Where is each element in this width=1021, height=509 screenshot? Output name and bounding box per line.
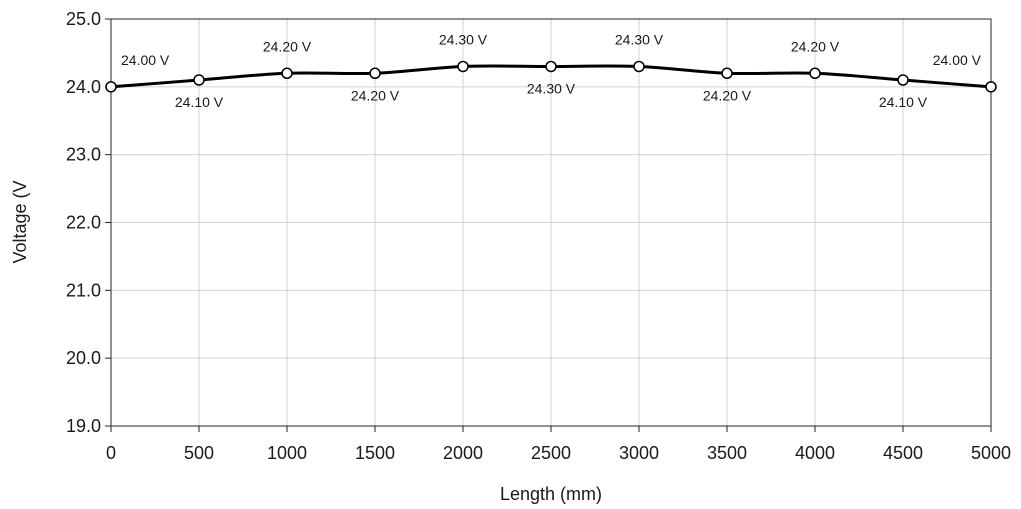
y-tick-label: 20.0 bbox=[66, 348, 101, 368]
data-point-marker bbox=[545, 60, 557, 73]
data-point-marker bbox=[633, 60, 645, 73]
x-tick-label: 5000 bbox=[971, 443, 1011, 463]
data-label: 24.20 V bbox=[263, 38, 312, 54]
data-point-marker bbox=[457, 60, 469, 73]
data-point-marker bbox=[281, 67, 293, 80]
data-point-marker bbox=[809, 67, 821, 80]
x-tick-label: 2500 bbox=[531, 443, 571, 463]
x-tick-label: 3500 bbox=[707, 443, 747, 463]
x-tick-label: 1500 bbox=[355, 443, 395, 463]
data-point-marker bbox=[721, 67, 733, 80]
x-tick-label: 3000 bbox=[619, 443, 659, 463]
data-point-marker bbox=[193, 74, 205, 86]
x-axis-title: Length (mm) bbox=[500, 484, 602, 504]
x-tick-label: 2000 bbox=[443, 443, 483, 463]
y-tick-label: 22.0 bbox=[66, 213, 101, 233]
x-tick-label: 1000 bbox=[267, 443, 307, 463]
data-label: 24.20 V bbox=[351, 87, 400, 103]
data-label: 24.00 V bbox=[121, 52, 170, 68]
x-axis-tick-labels: 0 500 1000 1500 2000 2500 3000 3500 4000 4500 5000 bbox=[106, 426, 1011, 463]
data-labels: 24.00 V 24.10 V 24.20 V 24.20 V 24.30 V 24.30… bbox=[121, 31, 982, 110]
data-point-marker bbox=[897, 74, 909, 86]
y-tick-label: 23.0 bbox=[66, 145, 101, 165]
data-point-marker bbox=[985, 81, 997, 93]
data-label: 24.10 V bbox=[175, 94, 224, 110]
y-tick-label: 19.0 bbox=[66, 416, 101, 436]
y-axis-tick-labels: 19.0 20.0 21.0 22.0 23.0 24.0 25.0 bbox=[66, 9, 111, 436]
y-tick-label: 25.0 bbox=[66, 9, 101, 29]
data-label: 24.10 V bbox=[879, 94, 928, 110]
y-axis-title: Voltage (V bbox=[10, 180, 30, 263]
x-tick-label: 4500 bbox=[883, 443, 923, 463]
x-tick-label: 0 bbox=[106, 443, 116, 463]
data-point-markers bbox=[105, 60, 997, 93]
y-tick-label: 24.0 bbox=[66, 77, 101, 97]
data-label: 24.30 V bbox=[439, 31, 488, 47]
x-tick-label: 500 bbox=[184, 443, 214, 463]
y-tick-label: 21.0 bbox=[66, 280, 101, 300]
data-point-marker bbox=[105, 81, 117, 93]
data-label: 24.20 V bbox=[703, 87, 752, 103]
data-label: 24.30 V bbox=[615, 31, 664, 47]
data-label: 24.00 V bbox=[933, 52, 982, 68]
data-point-marker bbox=[369, 67, 381, 80]
x-tick-label: 4000 bbox=[795, 443, 835, 463]
data-label: 24.20 V bbox=[791, 38, 840, 54]
data-label: 24.30 V bbox=[527, 80, 576, 96]
